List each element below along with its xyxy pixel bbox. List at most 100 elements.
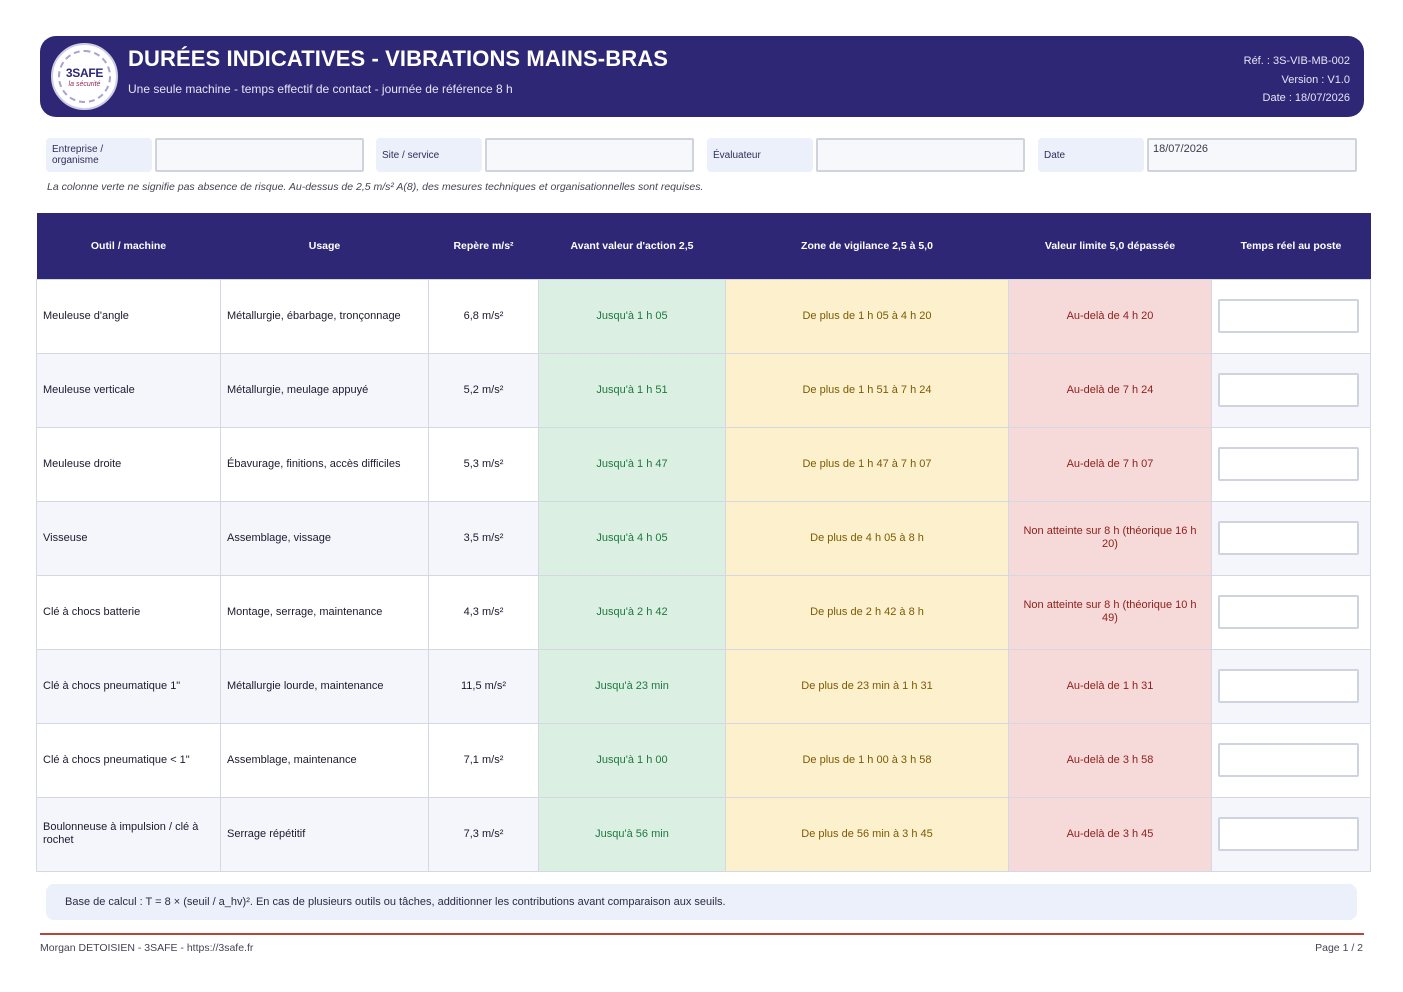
usage-cell: Métallurgie, ébarbage, tronçonnage	[220, 278, 429, 354]
page-number: Page 1 / 2	[1315, 942, 1363, 954]
green-zone-cell: Jusqu'à 1 h 05	[538, 278, 726, 354]
real-time-cell	[1211, 796, 1371, 872]
green-zone-cell: Jusqu'à 56 min	[538, 796, 726, 872]
yellow-zone-cell: De plus de 4 h 05 à 8 h	[725, 500, 1009, 576]
real-time-input[interactable]	[1218, 595, 1359, 629]
table-row: Boulonneuse à impulsion / clé à rochet S…	[36, 796, 1371, 872]
red-zone-cell: Non atteinte sur 8 h (théorique 10 h 49)	[1008, 574, 1212, 650]
real-time-input[interactable]	[1218, 373, 1359, 407]
red-zone-cell: Au-delà de 7 h 24	[1008, 352, 1212, 428]
real-time-input[interactable]	[1218, 669, 1359, 703]
real-time-input[interactable]	[1218, 299, 1359, 333]
header-usage: Usage	[308, 239, 341, 252]
real-time-cell	[1211, 574, 1371, 650]
reference-cell: 5,2 m/s²	[428, 352, 539, 428]
company-logo: 3SAFE la sécurité	[51, 43, 118, 110]
yellow-zone-cell: De plus de 1 h 05 à 4 h 20	[725, 278, 1009, 354]
tool-cell: Visseuse	[36, 500, 221, 576]
yellow-zone-cell: De plus de 1 h 00 à 3 h 58	[725, 722, 1009, 798]
identification-form: Entreprise / organisme Site / service Év…	[46, 138, 1358, 172]
real-time-input[interactable]	[1218, 447, 1359, 481]
calculation-basis: Base de calcul : T = 8 × (seuil / a_hv)²…	[46, 884, 1357, 920]
table-row: Visseuse Assemblage, vissage 3,5 m/s² Ju…	[36, 500, 1371, 576]
document-version: Version : V1.0	[1281, 73, 1351, 86]
header-tool: Outil / machine	[90, 239, 167, 252]
page-title: DURÉES INDICATIVES - VIBRATIONS MAINS-BR…	[128, 46, 668, 71]
usage-cell: Serrage répétitif	[220, 796, 429, 872]
yellow-zone-cell: De plus de 1 h 51 à 7 h 24	[725, 352, 1009, 428]
tool-cell: Meuleuse d'angle	[36, 278, 221, 354]
yellow-zone-cell: De plus de 56 min à 3 h 45	[725, 796, 1009, 872]
warning-note: La colonne verte ne signifie pas absence…	[47, 181, 704, 193]
reference-cell: 5,3 m/s²	[428, 426, 539, 502]
logo-subtext: la sécurité	[68, 81, 101, 88]
usage-cell: Métallurgie, meulage appuyé	[220, 352, 429, 428]
real-time-input[interactable]	[1218, 817, 1359, 851]
document-reference: Réf. : 3S-VIB-MB-002	[1243, 55, 1350, 67]
footer-author: Morgan DETOISIEN - 3SAFE - https://3safe…	[40, 942, 254, 954]
site-label: Site / service	[376, 138, 482, 172]
header-limit-exceeded: Valeur limite 5,0 dépassée	[1044, 239, 1176, 252]
header-before-action: Avant valeur d'action 2,5	[570, 239, 694, 252]
table-header-row: Outil / machine Usage Repère m/s² Avant …	[36, 213, 1371, 279]
real-time-cell	[1211, 500, 1371, 576]
usage-cell: Montage, serrage, maintenance	[220, 574, 429, 650]
table-row: Clé à chocs batterie Montage, serrage, m…	[36, 574, 1371, 650]
red-zone-cell: Au-delà de 1 h 31	[1008, 648, 1212, 724]
usage-cell: Assemblage, maintenance	[220, 722, 429, 798]
logo-text: 3SAFE	[65, 66, 104, 80]
document-date: Date : 18/07/2026	[1262, 92, 1350, 104]
real-time-cell	[1211, 722, 1371, 798]
red-zone-cell: Non atteinte sur 8 h (théorique 16 h 20)	[1008, 500, 1212, 576]
green-zone-cell: Jusqu'à 1 h 47	[538, 426, 726, 502]
tool-cell: Clé à chocs pneumatique 1"	[36, 648, 221, 724]
green-zone-cell: Jusqu'à 1 h 00	[538, 722, 726, 798]
table-row: Clé à chocs pneumatique < 1" Assemblage,…	[36, 722, 1371, 798]
green-zone-cell: Jusqu'à 1 h 51	[538, 352, 726, 428]
document-meta: Réf. : 3S-VIB-MB-002 Version : V1.0 Date…	[1244, 52, 1350, 108]
red-zone-cell: Au-delà de 4 h 20	[1008, 278, 1212, 354]
yellow-zone-cell: De plus de 1 h 47 à 7 h 07	[725, 426, 1009, 502]
evaluator-label: Évaluateur	[707, 138, 813, 172]
table-row: Meuleuse verticale Métallurgie, meulage …	[36, 352, 1371, 428]
vibration-duration-table: Outil / machine Usage Repère m/s² Avant …	[36, 213, 1371, 872]
real-time-cell	[1211, 648, 1371, 724]
reference-cell: 7,3 m/s²	[428, 796, 539, 872]
tool-cell: Clé à chocs pneumatique < 1"	[36, 722, 221, 798]
table-row: Meuleuse droite Ébavurage, finitions, ac…	[36, 426, 1371, 502]
logo-ring	[58, 50, 111, 103]
site-field[interactable]	[485, 138, 694, 172]
tool-cell: Boulonneuse à impulsion / clé à rochet	[36, 796, 221, 872]
evaluator-field[interactable]	[816, 138, 1025, 172]
date-field[interactable]: 18/07/2026	[1147, 138, 1357, 172]
usage-cell: Métallurgie lourde, maintenance	[220, 648, 429, 724]
reference-cell: 6,8 m/s²	[428, 278, 539, 354]
yellow-zone-cell: De plus de 23 min à 1 h 31	[725, 648, 1009, 724]
date-label: Date	[1038, 138, 1144, 172]
usage-cell: Ébavurage, finitions, accès difficiles	[220, 426, 429, 502]
green-zone-cell: Jusqu'à 2 h 42	[538, 574, 726, 650]
real-time-input[interactable]	[1218, 743, 1359, 777]
red-zone-cell: Au-delà de 3 h 45	[1008, 796, 1212, 872]
reference-cell: 11,5 m/s²	[428, 648, 539, 724]
yellow-zone-cell: De plus de 2 h 42 à 8 h	[725, 574, 1009, 650]
real-time-cell	[1211, 278, 1371, 354]
footer-divider	[40, 933, 1364, 935]
header-reference: Repère m/s²	[453, 239, 514, 252]
company-label: Entreprise / organisme	[46, 138, 152, 172]
red-zone-cell: Au-delà de 7 h 07	[1008, 426, 1212, 502]
company-field[interactable]	[155, 138, 364, 172]
header-real-time: Temps réel au poste	[1240, 239, 1342, 252]
real-time-cell	[1211, 352, 1371, 428]
real-time-input[interactable]	[1218, 521, 1359, 555]
header-vigilance-zone: Zone de vigilance 2,5 à 5,0	[801, 239, 933, 252]
table-row: Meuleuse d'angle Métallurgie, ébarbage, …	[36, 278, 1371, 354]
reference-cell: 3,5 m/s²	[428, 500, 539, 576]
tool-cell: Clé à chocs batterie	[36, 574, 221, 650]
reference-cell: 4,3 m/s²	[428, 574, 539, 650]
green-zone-cell: Jusqu'à 23 min	[538, 648, 726, 724]
tool-cell: Meuleuse droite	[36, 426, 221, 502]
reference-cell: 7,1 m/s²	[428, 722, 539, 798]
page-header: 3SAFE la sécurité DURÉES INDICATIVES - V…	[40, 36, 1364, 117]
page-subtitle: Une seule machine - temps effectif de co…	[128, 82, 513, 96]
